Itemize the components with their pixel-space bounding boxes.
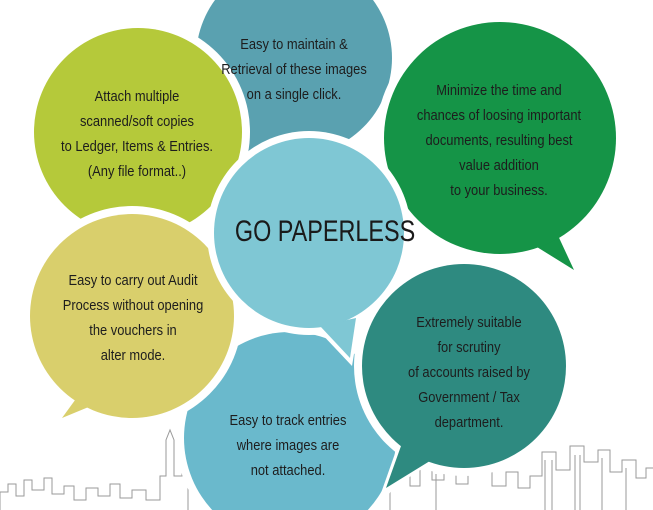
text-line: Minimize the time and <box>436 82 562 99</box>
bubble-text-attach: Attach multiple scanned/soft copies to L… <box>59 84 216 184</box>
text-line: for scrutiny <box>437 339 501 356</box>
text-line: Easy to track entries <box>229 412 347 429</box>
bubble-audit-process <box>22 206 242 426</box>
bubble-text-audit: Easy to carry out Audit Process without … <box>51 268 214 368</box>
bubble-minimize-time <box>376 14 624 278</box>
text-line: of accounts raised by <box>408 364 530 381</box>
text-line: (Any file format..) <box>87 163 187 180</box>
text-line: not attached. <box>250 462 326 479</box>
bubble-text-scrutiny: Extremely suitable for scrutiny of accou… <box>387 310 550 435</box>
text-line: to Ledger, Items & Entries. <box>60 138 214 155</box>
text-line: department. <box>434 414 504 431</box>
text-line: Retrieval of these images <box>221 61 367 78</box>
bubble-scrutiny <box>354 256 574 496</box>
bubble-text-track: Easy to track entries where images are n… <box>211 408 366 483</box>
text-line: the vouchers in <box>89 322 177 339</box>
text-line: Easy to maintain & <box>240 36 348 53</box>
bubble-go-paperless <box>207 131 411 366</box>
bubble-attach-copies <box>26 20 250 244</box>
text-line: alter mode. <box>100 347 166 364</box>
bubble-text-minimize: Minimize the time and chances of loosing… <box>407 78 591 203</box>
bubble-text-maintain: Easy to maintain & Retrieval of these im… <box>210 32 379 107</box>
city-skyline-illustration <box>0 428 653 510</box>
text-line: Government / Tax <box>418 389 520 406</box>
text-line: value addition <box>459 157 539 174</box>
center-title: GO PAPERLESS <box>234 215 416 248</box>
text-line: on a single click. <box>246 86 342 103</box>
text-line: Attach multiple <box>94 88 180 105</box>
text-line: Extremely suitable <box>416 314 522 331</box>
text-line: chances of loosing important <box>416 107 582 124</box>
text-line: where images are <box>236 437 340 454</box>
text-line: scanned/soft copies <box>79 113 195 130</box>
text-line: to your business. <box>450 182 548 199</box>
text-line: Process without opening <box>62 297 204 314</box>
text-line: Easy to carry out Audit <box>68 272 198 289</box>
text-line: documents, resulting best <box>425 132 573 149</box>
